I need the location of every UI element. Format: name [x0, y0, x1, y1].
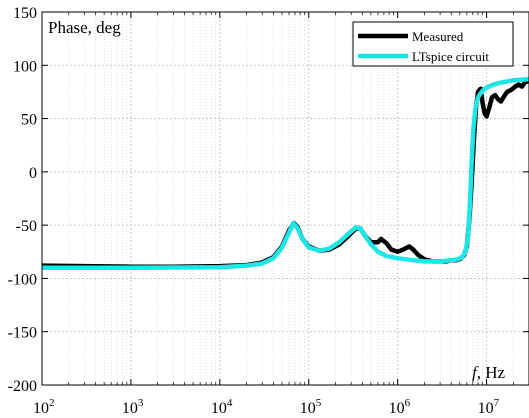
x-tick-exponent: 2: [49, 397, 55, 409]
x-tick-exponent: 3: [138, 397, 144, 409]
x-tick-base: 10: [478, 400, 494, 417]
legend: Measured LTspice circuit: [352, 21, 514, 67]
x-tick-exponent: 5: [316, 397, 322, 409]
plot-frame: [41, 11, 529, 386]
y-tick-label: -150: [8, 325, 37, 342]
y-tick-label: 100: [13, 58, 37, 75]
x-tick-label: 105: [300, 397, 322, 417]
x-axis-label: f, Hz: [472, 363, 506, 382]
x-tick-label: 106: [389, 397, 411, 417]
x-tick-base: 10: [389, 400, 405, 417]
x-tick-exponent: 4: [227, 397, 233, 409]
y-tick-label: 150: [13, 5, 37, 22]
y-tick-label: -50: [16, 218, 37, 235]
x-axis-label-rest: , Hz: [477, 363, 506, 382]
x-tick-base: 10: [300, 400, 316, 417]
major-grid: [41, 12, 529, 385]
ticks: [41, 11, 529, 386]
y-tick-label: 50: [21, 112, 37, 129]
y-tick-label: -100: [8, 271, 37, 288]
x-tick-label: 104: [211, 397, 233, 417]
legend-label-measured: Measured: [412, 29, 464, 44]
x-tick-base: 10: [122, 400, 138, 417]
y-tick-labels: 150 100 50 0 -50 -100 -150 -200: [8, 5, 37, 395]
x-tick-base: 10: [33, 400, 49, 417]
x-tick-label: 103: [122, 397, 144, 417]
series-group: [42, 76, 529, 271]
legend-box: [352, 21, 514, 67]
y-tick-label: -200: [8, 378, 37, 395]
x-tick-label: 102: [33, 397, 55, 417]
x-tick-exponent: 6: [405, 397, 411, 409]
x-tick-base: 10: [211, 400, 227, 417]
legend-label-ltspice: LTspice circuit: [412, 49, 489, 64]
y-tick-label: 0: [29, 165, 37, 182]
x-axis-label-italic: f: [472, 363, 479, 382]
y-axis-label: Phase, deg: [48, 18, 121, 37]
x-tick-label: 107: [478, 397, 500, 417]
x-tick-labels: 102 103 104 105 106 107: [33, 397, 500, 417]
plot-area: [42, 12, 529, 385]
series-line-ltspice: [42, 76, 529, 271]
x-tick-exponent: 7: [494, 397, 500, 409]
